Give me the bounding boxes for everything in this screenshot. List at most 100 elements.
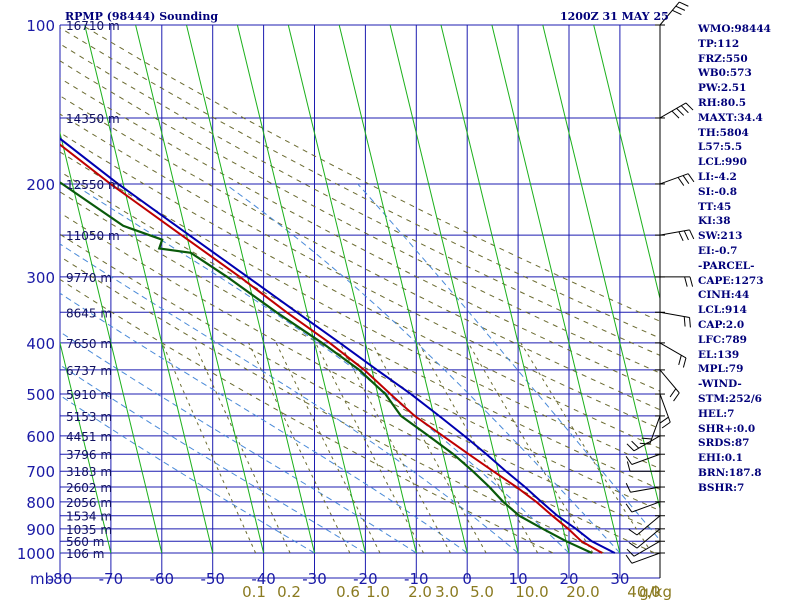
sounding-index-item: TP:112	[698, 37, 740, 50]
wind-barb-flag	[671, 110, 680, 119]
pressure-label: 700	[26, 463, 55, 481]
height-label: 3796 m	[66, 448, 112, 462]
isotherm-line	[440, 25, 570, 554]
height-label: 1035 m	[66, 523, 112, 537]
wind-barb-flag	[659, 416, 669, 424]
mixing-ratio-line	[248, 342, 351, 554]
sounding-index-item: CAP:2.0	[698, 318, 745, 331]
wind-barb-flag	[626, 443, 635, 452]
height-label: 106 m	[66, 547, 104, 561]
wind-barb-flag	[672, 9, 682, 15]
mixing-ratio-label: 0.6	[336, 583, 360, 600]
height-label: 9770 m	[66, 271, 112, 285]
vertical-grid	[59, 25, 661, 579]
pressure-label: 200	[26, 176, 55, 194]
height-label: 12550 m	[66, 178, 120, 192]
dry-adiabat	[60, 170, 660, 490]
wind-barb-flag	[675, 5, 686, 11]
height-label: 1534 m	[66, 510, 112, 524]
sounding-index-item: SHR+:0.0	[698, 422, 756, 435]
sounding-index-item: TH:5804	[698, 126, 749, 139]
wind-barb-flag	[677, 177, 685, 186]
wind-barb-flag	[676, 108, 685, 116]
wind-barb-flag	[641, 437, 652, 440]
temperature-tick-label: 10	[509, 570, 528, 588]
wind-barb-flag	[628, 541, 638, 549]
isotherm-line	[84, 25, 214, 554]
pressure-label: 500	[26, 386, 55, 404]
temperature-axis-labels: -80 -70 -60 -50 -40 -30 -20 -10 0 10 20 30	[48, 570, 630, 588]
temperature-tick-label: -70	[99, 570, 124, 588]
dry-adiabat	[60, 212, 660, 534]
sounding-index-item: CINH:44	[698, 289, 750, 302]
pressure-label: 900	[26, 521, 55, 539]
wind-barb-flag	[678, 355, 682, 365]
sounding-index-item: STM:252/6	[698, 392, 762, 405]
sounding-index-item: PW:2.51	[698, 82, 747, 95]
parcel-trace	[60, 137, 616, 554]
wind-barb-flag	[682, 175, 690, 185]
wind-barb-flag	[689, 276, 694, 287]
sounding-index-item: EHI:0.1	[698, 452, 743, 465]
sounding-index-item: WB0:573	[698, 67, 752, 80]
temperature-tick-label: -10	[404, 570, 429, 588]
mixing-ratio-label: 5.0	[470, 583, 494, 600]
wind-barb-flag	[625, 482, 631, 493]
temperature-trace	[60, 143, 603, 554]
dry-adiabat	[60, 95, 660, 411]
sounding-index-item: HEL:7	[698, 407, 735, 420]
sounding-index-item: SI:-0.8	[698, 185, 737, 198]
moist-adiabat	[357, 183, 660, 541]
isotherm-line	[60, 130, 163, 554]
height-label: 5910 m	[66, 388, 112, 402]
dry-adiabat	[60, 278, 554, 554]
wind-barb-flag	[626, 461, 631, 472]
dry-adiabat	[60, 113, 660, 430]
dry-adiabat	[60, 151, 660, 470]
dry-adiabat	[60, 43, 660, 356]
isotherm-line	[186, 25, 315, 554]
mixing-ratio-line	[275, 342, 381, 554]
isotherm-line	[0, 25, 9, 553]
mixing-ratio-line	[371, 342, 487, 554]
wind-barb	[659, 311, 690, 318]
sounding-index-item: LCL:914	[698, 304, 747, 317]
isotherm-line	[593, 25, 660, 301]
height-label: 2056 m	[66, 496, 112, 510]
dry-adiabats	[60, 25, 660, 554]
height-labels: 16710 m 14350 m 12550 m 11050 m 9770 m 8645 m…	[66, 19, 120, 561]
dewpoint-trace	[60, 181, 593, 555]
mixing-ratio-line	[418, 342, 539, 554]
sounding-index-item: SRDS:87	[698, 437, 750, 450]
wind-barb-flag	[689, 229, 695, 240]
sounding-index-item: BSHR:7	[698, 481, 745, 494]
height-label: 6737 m	[66, 364, 112, 378]
moist-adiabat	[60, 292, 468, 554]
wind-barb	[631, 501, 661, 513]
wind-barb-flag	[682, 357, 687, 368]
wind-barb-flag	[685, 102, 694, 111]
wind-barb-flag	[661, 421, 671, 429]
temperature-tick-label: 30	[610, 570, 629, 588]
sounding-index-item: EI:-0.7	[698, 244, 738, 257]
wind-profile	[625, 1, 695, 578]
height-label: 7650 m	[66, 337, 112, 351]
sounding-index-item: SW:213	[698, 230, 743, 243]
mixing-ratio-label: 1.0	[366, 583, 390, 600]
sounding-index-item: CAPE:1273	[698, 274, 764, 287]
dry-adiabat	[60, 77, 660, 392]
mixing-ratio-unit: g/kg	[639, 583, 672, 600]
pressure-label: 300	[26, 269, 55, 287]
wind-barb-flag	[678, 231, 684, 242]
wind-barb	[659, 173, 689, 185]
moist-adiabat	[224, 183, 621, 554]
mixing-ratio-line	[520, 342, 653, 554]
sounding-index-item: EL:139	[698, 348, 740, 361]
height-label: 2602 m	[66, 481, 112, 495]
sounding-index-item: LCL:990	[698, 156, 747, 169]
sounding-index-item: L57:5.5	[698, 141, 743, 154]
wind-barb-flag	[679, 1, 689, 7]
height-label: 11050 m	[66, 229, 120, 243]
temperature-tick-label: -40	[251, 570, 276, 588]
